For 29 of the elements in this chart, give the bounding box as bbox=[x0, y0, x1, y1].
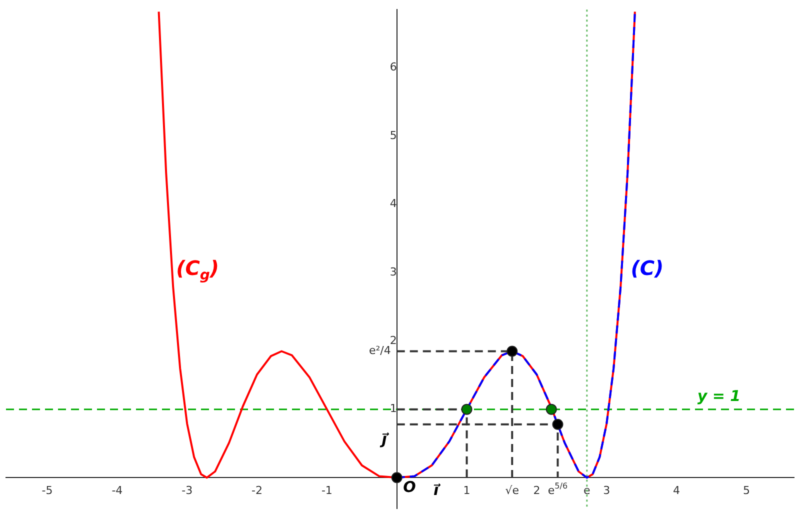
ref-line-label: y = 1 bbox=[697, 387, 741, 406]
x-tick-label: √e bbox=[505, 484, 520, 498]
x-tick-label: -2 bbox=[252, 484, 262, 498]
x-tick-label: -4 bbox=[112, 484, 123, 498]
annotation: j⃗ bbox=[380, 430, 390, 448]
x-tick-label: 2 bbox=[533, 484, 540, 498]
y-tick-label: 1 bbox=[390, 402, 397, 416]
point bbox=[391, 472, 402, 484]
point bbox=[552, 418, 564, 430]
x-tick-label: -5 bbox=[42, 484, 53, 498]
point bbox=[546, 404, 557, 415]
y-tick-label: 6 bbox=[390, 60, 397, 74]
annotation: O bbox=[403, 478, 416, 496]
annotation: i⃗ bbox=[433, 481, 442, 500]
x-tick-label: 1 bbox=[463, 484, 470, 498]
x-tick-label: 3 bbox=[603, 484, 610, 498]
y-tick-label: 2 bbox=[390, 334, 397, 347]
point bbox=[461, 404, 472, 415]
x-tick-label: 5 bbox=[742, 484, 750, 498]
y-tick-label: 3 bbox=[390, 266, 397, 279]
x-tick-label: -1 bbox=[321, 484, 332, 498]
point bbox=[506, 346, 518, 357]
x-tick-label: 4 bbox=[673, 484, 680, 498]
y-tick-label: 5 bbox=[390, 128, 397, 142]
annotation: e²/4 bbox=[368, 344, 391, 358]
x-tick-label: -3 bbox=[182, 484, 193, 498]
x-tick-label: e bbox=[584, 484, 591, 498]
annotation: (C) bbox=[630, 256, 664, 280]
y-tick-label: 4 bbox=[390, 197, 397, 210]
